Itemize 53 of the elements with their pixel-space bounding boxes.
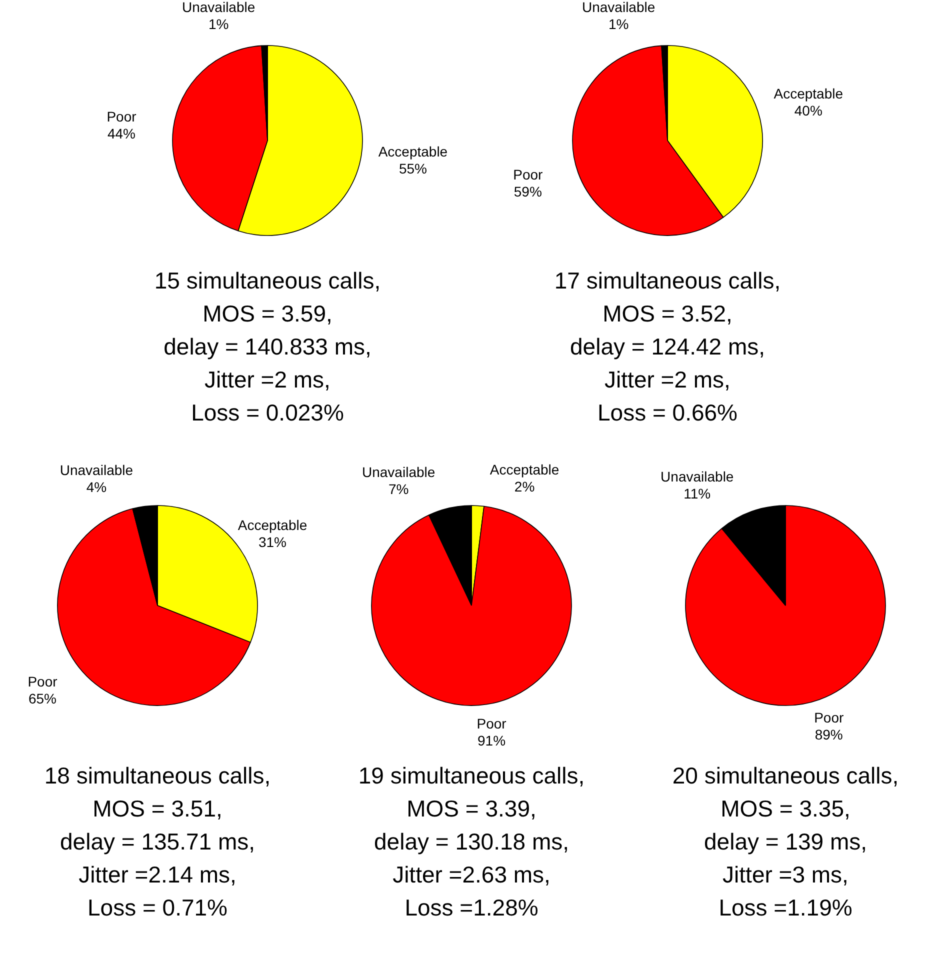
data-label: 40%	[794, 102, 822, 118]
slice-label: Acceptable	[774, 85, 844, 102]
slice-label: Unavailable	[660, 468, 734, 485]
slice-label: Acceptable	[238, 517, 308, 534]
text: delay = 124.42 ms,	[570, 334, 765, 360]
data-label: 55%	[398, 160, 427, 177]
text: delay = 140.833 ms,	[164, 334, 372, 360]
slice-label: Poor	[814, 709, 844, 726]
text: Jitter =2 ms,	[204, 366, 330, 392]
text: 17 simultaneous calls,	[554, 268, 781, 294]
data-label: 31%	[258, 534, 287, 550]
text: Jitter =2.63 ms,	[392, 862, 550, 888]
text: 18 simultaneous calls,	[44, 762, 271, 788]
slice-label: Acceptable	[378, 144, 448, 160]
data-label: 4%	[86, 479, 107, 496]
text: 19 simultaneous calls,	[358, 762, 585, 788]
text: MOS = 3.59,	[202, 300, 332, 326]
text: delay = 139 ms,	[704, 828, 868, 854]
data-label: 44%	[107, 125, 136, 142]
slice-label: Poor	[513, 166, 544, 182]
text: MOS = 3.39,	[406, 796, 536, 822]
data-label: 89%	[814, 726, 843, 742]
text: delay = 135.71 ms,	[60, 828, 255, 854]
text: Jitter =3 ms,	[722, 862, 848, 888]
text: Loss = 0.71%	[87, 894, 228, 920]
text: Jitter =2.14 ms,	[78, 862, 236, 888]
text: MOS = 3.52,	[602, 300, 732, 326]
data-label: 1%	[608, 16, 629, 32]
data-label: 2%	[514, 478, 535, 494]
text: 15 simultaneous calls,	[154, 268, 381, 294]
data-label: 91%	[478, 732, 506, 748]
slice-label: Unavailable	[582, 0, 656, 16]
slice-label: Poor	[28, 674, 58, 690]
data-label: 7%	[388, 481, 409, 498]
slice-label: Unavailable	[182, 0, 256, 16]
text: Loss =1.19%	[718, 894, 852, 920]
text: Jitter =2 ms,	[604, 366, 730, 392]
text: Loss = 0.66%	[597, 400, 738, 426]
slice-label: Unavailable	[362, 464, 436, 480]
text: MOS = 3.51,	[92, 796, 222, 822]
text: Loss = 0.023%	[191, 400, 344, 426]
text: delay = 130.18 ms,	[374, 828, 569, 854]
data-label: 11%	[684, 486, 711, 502]
text: 20 simultaneous calls,	[672, 762, 899, 788]
text: MOS = 3.35,	[720, 796, 850, 822]
slice-label: Poor	[106, 108, 137, 124]
data-label: 65%	[28, 690, 57, 707]
slice-label: Acceptable	[490, 461, 560, 478]
data-label: 59%	[514, 183, 542, 200]
slice-label: Unavailable	[60, 462, 134, 478]
text: Loss =1.28%	[404, 894, 538, 920]
slice-label: Poor	[476, 715, 507, 732]
data-label: 1%	[208, 16, 229, 32]
